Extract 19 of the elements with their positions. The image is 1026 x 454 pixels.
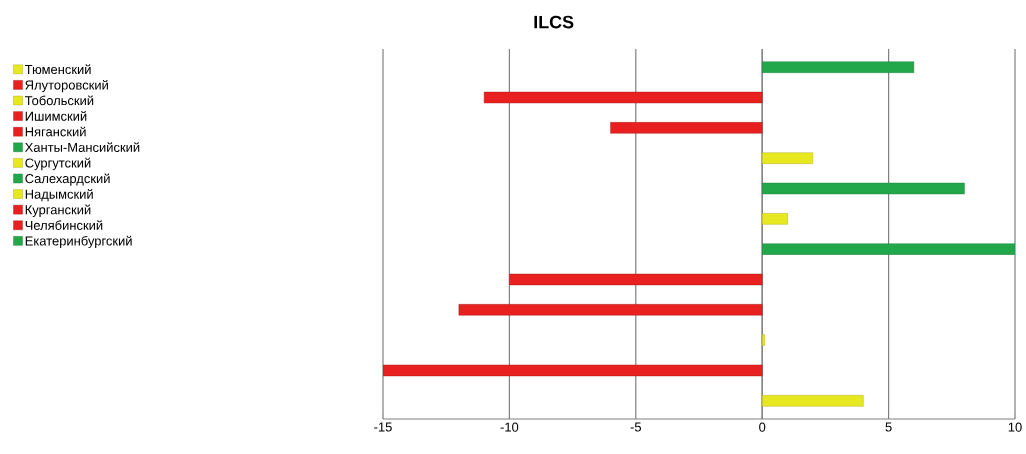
- legend-label: Тобольский: [24, 95, 94, 106]
- legend-label: Салехардский: [25, 173, 110, 186]
- x-tick-label: -15: [374, 422, 392, 432]
- legend-label: Челябинский: [25, 220, 103, 230]
- legend-label: Сургутский: [25, 157, 91, 171]
- x-tick-label: -5: [630, 422, 642, 432]
- legend-label: Курганский: [25, 204, 91, 217]
- legend-label: Надымский: [25, 189, 93, 202]
- x-tick-label: -10: [500, 422, 519, 432]
- chart-title: ILCS: [534, 15, 574, 29]
- legend-label: Ишимский: [25, 111, 87, 121]
- x-tick-label: 5: [885, 422, 892, 432]
- legend-label: Екатеринбургский: [25, 235, 132, 249]
- x-tick-label: 10: [1008, 422, 1022, 432]
- legend-label: Няганский: [25, 126, 86, 137]
- legend-label: Ялуторовский: [25, 79, 108, 93]
- legend-label: Ханты-Мансийский: [24, 142, 140, 152]
- legend-label: Тюменский: [24, 64, 91, 75]
- x-tick-label: 0: [759, 422, 766, 432]
